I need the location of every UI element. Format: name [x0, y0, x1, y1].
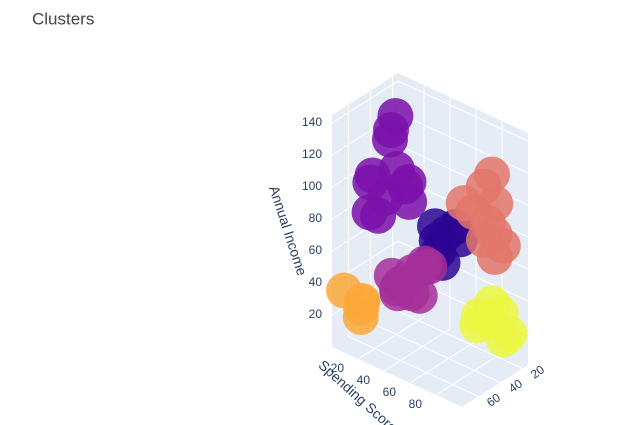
- z-tick-label: 20: [309, 307, 323, 321]
- z-tick-label: 60: [309, 243, 323, 257]
- grid-line: [331, 80, 399, 124]
- z-axis-title: Annual Income: [266, 184, 310, 278]
- z-tick-label: 140: [302, 115, 322, 129]
- point: [360, 197, 397, 234]
- point: [352, 164, 389, 201]
- point: [377, 98, 414, 134]
- point: [387, 168, 424, 205]
- z-tick-label: 100: [302, 179, 322, 193]
- point: [378, 270, 415, 307]
- y-tick-label: 40: [357, 373, 371, 387]
- grid-line: [357, 316, 425, 360]
- floor: [332, 305, 528, 407]
- point: [326, 272, 362, 309]
- x-tick-label: 20: [528, 362, 547, 381]
- chart-title: Clusters: [32, 9, 94, 28]
- point: [342, 299, 379, 335]
- point: [485, 321, 522, 358]
- grid-line: [370, 322, 501, 383]
- point: [461, 297, 497, 334]
- z-tick-label: 120: [302, 147, 322, 161]
- point: [465, 168, 502, 205]
- x-tick-label: 40: [506, 376, 525, 395]
- point: [411, 248, 448, 285]
- grid-line: [383, 328, 451, 372]
- x-tick-label: 60: [484, 390, 503, 409]
- z-tick-label: 40: [309, 275, 323, 289]
- grid-line: [397, 112, 529, 174]
- y-tick-label: 60: [383, 385, 397, 399]
- grid-line: [435, 352, 503, 396]
- grid-line: [409, 340, 477, 384]
- grid-line: [392, 308, 523, 369]
- grid-line: [397, 80, 529, 142]
- z-tick-label: 80: [309, 211, 323, 225]
- y-tick-label: 20: [331, 361, 345, 375]
- grid-line: [348, 336, 479, 397]
- y-tick-label: 80: [409, 397, 423, 411]
- point: [476, 216, 513, 253]
